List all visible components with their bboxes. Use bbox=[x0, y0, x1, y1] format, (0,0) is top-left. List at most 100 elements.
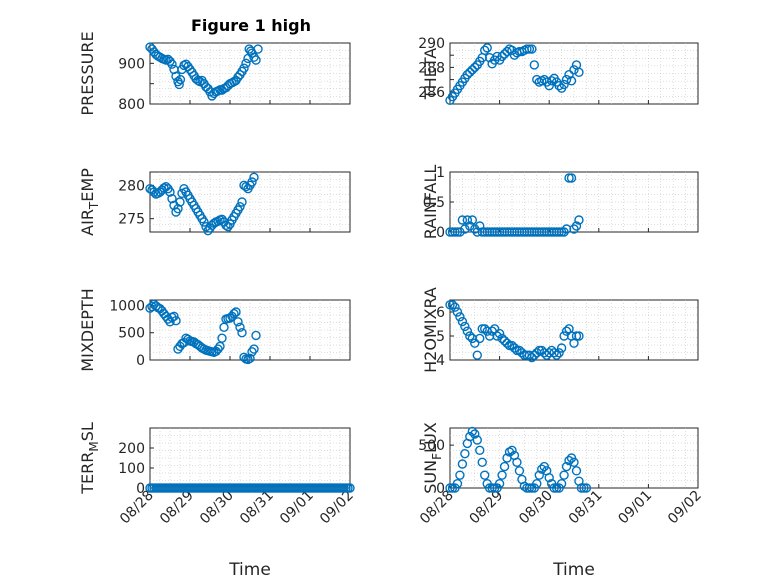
point-1 bbox=[529, 60, 540, 70]
point-5 bbox=[574, 331, 584, 341]
point-7 bbox=[499, 461, 510, 472]
figure-title: Figure 1 high bbox=[191, 16, 311, 35]
point-1 bbox=[569, 65, 579, 75]
point-1 bbox=[502, 46, 512, 57]
panel-2: 275 280 AIRTEMP bbox=[78, 168, 351, 236]
point-5 bbox=[447, 300, 458, 310]
point-1 bbox=[482, 43, 492, 53]
point-4 bbox=[247, 347, 257, 357]
ytick-label-4: 500 bbox=[118, 326, 145, 342]
point-6 bbox=[345, 483, 355, 493]
xtick-label-6: 09/02 bbox=[317, 488, 357, 528]
point-7 bbox=[457, 459, 468, 469]
point-3 bbox=[564, 173, 574, 183]
point-1 bbox=[561, 74, 572, 85]
point-5 bbox=[450, 302, 460, 312]
point-4 bbox=[213, 344, 223, 354]
point-7 bbox=[569, 457, 579, 467]
point-5 bbox=[514, 345, 525, 356]
point-3 bbox=[457, 215, 468, 225]
ytick-label-6: 0 bbox=[136, 481, 145, 497]
point-1 bbox=[522, 44, 532, 54]
point-3 bbox=[566, 173, 577, 183]
xtick-label-7: 08/31 bbox=[566, 488, 606, 528]
point-4 bbox=[249, 344, 259, 354]
point-5 bbox=[561, 326, 572, 336]
point-4 bbox=[229, 308, 239, 319]
point-7 bbox=[581, 483, 592, 493]
point-5 bbox=[502, 338, 512, 348]
ytick-label-7: 500 bbox=[418, 438, 445, 454]
point-3 bbox=[559, 227, 569, 237]
ylabel-6: TERRMSL bbox=[78, 422, 101, 495]
point-3 bbox=[465, 221, 475, 231]
point-7 bbox=[512, 457, 522, 467]
point-1 bbox=[559, 79, 569, 90]
point-7 bbox=[561, 461, 572, 472]
point-5 bbox=[534, 345, 544, 356]
point-5 bbox=[452, 307, 463, 317]
point-5 bbox=[460, 321, 470, 332]
point-1 bbox=[527, 44, 537, 54]
point-7 bbox=[497, 470, 507, 480]
point-5 bbox=[527, 352, 537, 363]
point-1 bbox=[467, 65, 478, 75]
point-7 bbox=[507, 445, 517, 455]
ytick-label-2: 275 bbox=[118, 212, 145, 228]
point-7 bbox=[455, 470, 465, 480]
point-2 bbox=[221, 220, 231, 231]
ylabel-4: MIXDEPTH bbox=[78, 288, 97, 371]
point-0 bbox=[167, 59, 177, 69]
point-5 bbox=[445, 300, 455, 310]
point-7 bbox=[480, 470, 490, 480]
point-0 bbox=[239, 63, 249, 73]
point-7 bbox=[475, 445, 485, 455]
point-2 bbox=[247, 177, 257, 187]
ylabel-0: PRESSURE bbox=[78, 31, 97, 115]
point-5 bbox=[477, 324, 487, 334]
point-1 bbox=[566, 76, 577, 86]
point-7 bbox=[544, 473, 554, 483]
ytick-label-5: 5 bbox=[436, 329, 445, 345]
point-7 bbox=[465, 431, 475, 442]
ytick-label-1: 290 bbox=[418, 36, 445, 52]
point-3 bbox=[569, 224, 579, 234]
xtick-label-6: 08/29 bbox=[157, 488, 197, 528]
point-5 bbox=[551, 350, 562, 360]
ytick-label-0: 900 bbox=[118, 56, 145, 72]
point-1 bbox=[470, 62, 480, 73]
point-7 bbox=[470, 429, 480, 439]
point-4 bbox=[237, 328, 247, 338]
point-2 bbox=[241, 181, 251, 192]
ytick-label-3: 1 bbox=[436, 165, 445, 181]
point-1 bbox=[480, 45, 490, 56]
point-2 bbox=[165, 187, 175, 197]
point-4 bbox=[245, 353, 255, 364]
point-3 bbox=[574, 215, 584, 225]
point-7 bbox=[576, 483, 587, 493]
xtick-label-7: 09/02 bbox=[665, 488, 705, 528]
point-2 bbox=[249, 172, 259, 183]
point-7 bbox=[532, 479, 542, 489]
ytick-label-4: 0 bbox=[136, 353, 145, 369]
xlabel-7: Time bbox=[552, 560, 595, 580]
point-7 bbox=[537, 464, 547, 474]
point-5 bbox=[492, 331, 502, 341]
ylabel-5: H2OMIXRA bbox=[421, 287, 440, 373]
point-0 bbox=[251, 55, 261, 65]
point-2 bbox=[173, 203, 183, 214]
xtick-label-6: 08/30 bbox=[197, 488, 237, 528]
point-1 bbox=[546, 76, 557, 86]
panel-0: 800 900 PRESSURE bbox=[78, 31, 351, 116]
point-3 bbox=[462, 215, 473, 225]
ylabel-7: SUNFLUX bbox=[421, 422, 444, 494]
point-0 bbox=[174, 79, 184, 90]
point-7 bbox=[564, 455, 574, 466]
point-4 bbox=[231, 307, 241, 317]
ytick-label-5: 4 bbox=[436, 353, 445, 369]
xlabel-6: Time bbox=[228, 560, 271, 580]
xtick-label-7: 08/29 bbox=[467, 488, 507, 528]
